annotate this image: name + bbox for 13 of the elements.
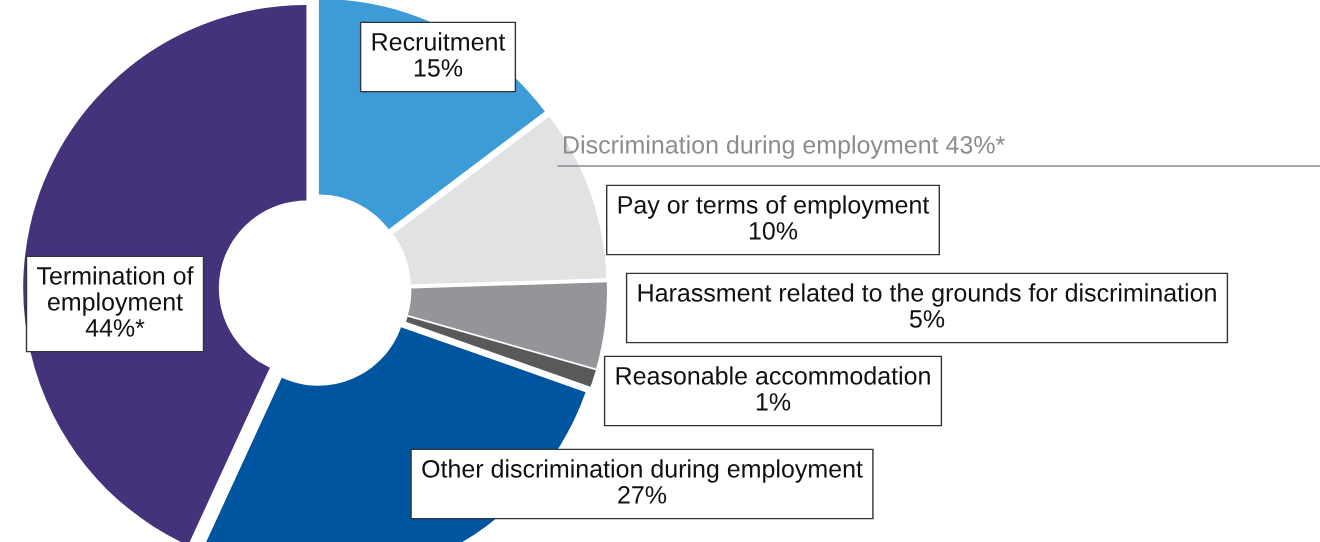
slice-label: Reasonable accommodation — [616, 366, 930, 385]
data-label: 15% — [414, 59, 463, 77]
text: Discrimination during employment 43%* — [564, 135, 1005, 159]
data-label: 5% — [909, 310, 945, 328]
slice-label: Other discrimination during employment — [422, 459, 863, 483]
slice-label: Harassment related to the grounds for discrimination — [638, 283, 1216, 307]
slice-label: Pay or terms of employment — [618, 195, 930, 219]
data-label: 1% — [756, 393, 791, 411]
slice-label: Recruitment — [372, 32, 506, 51]
data-label: 27% — [618, 486, 667, 504]
slice-label: Termination of employment — [37, 266, 194, 316]
data-label: 44%* — [85, 319, 145, 337]
data-label: 10% — [749, 222, 798, 240]
